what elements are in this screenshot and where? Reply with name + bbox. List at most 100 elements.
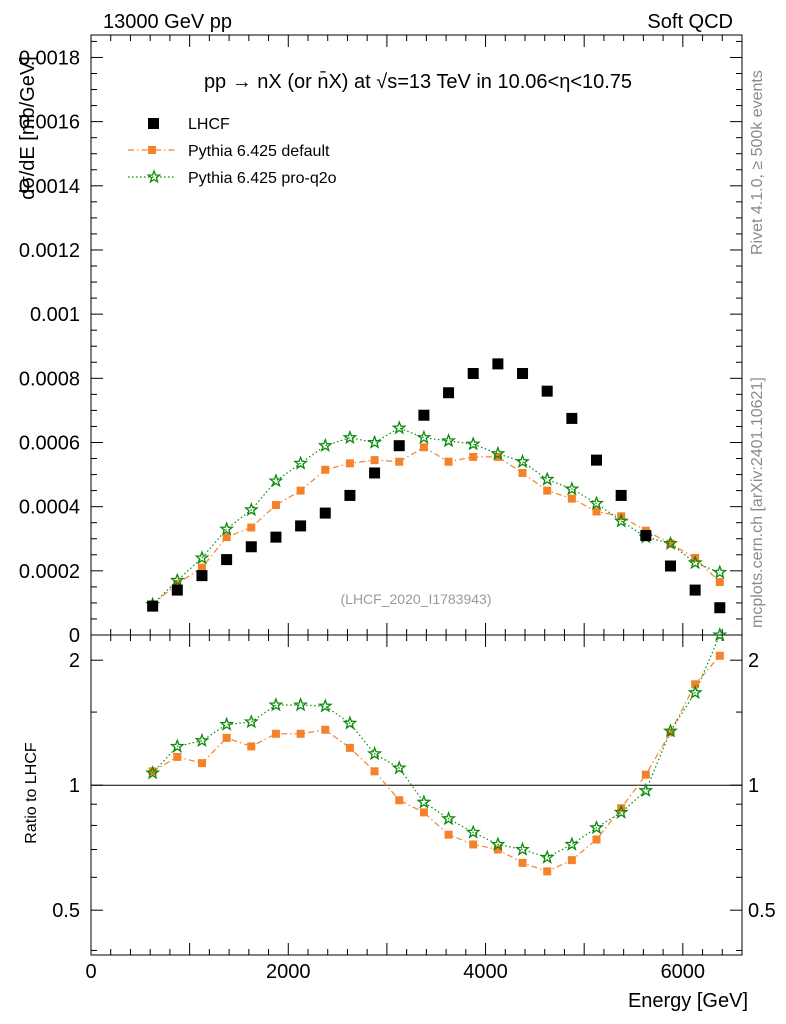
ratio-pythia-proq2o-point — [687, 684, 703, 700]
legend-star-shape — [146, 169, 162, 184]
ratio-pythia-proq2o-point — [490, 836, 506, 851]
main-lhcf-point — [566, 412, 578, 424]
x-tick-label: 0 — [85, 961, 96, 983]
x-tick-label: 6000 — [661, 961, 706, 983]
legend-marker-lhcf — [148, 118, 159, 129]
main-y-tick-label: 0.0002 — [19, 561, 80, 583]
main-pythia-proq2o-point — [367, 434, 383, 449]
ratio-pythia-proq2o-point — [663, 723, 678, 738]
main-lhcf-point — [369, 467, 381, 479]
main-y-axis: 0 0.0002 0.0004 0.0006 0.0008 0.001 0.0012 0.00… — [19, 40, 742, 647]
main-pythia-proq2o-point — [342, 429, 358, 444]
ratio-y-tick-label-right: 2 — [748, 650, 759, 672]
ratio-pythia-proq2o-point — [268, 697, 284, 712]
main-lhcf-point — [221, 554, 233, 566]
ratio-pythia-default-line — [152, 655, 721, 873]
main-y-tick-label: 0.0014 — [19, 176, 80, 198]
main-pythia-proq2o-point — [194, 550, 210, 565]
ratio-pythia-default-point — [321, 725, 330, 734]
main-pythia-proq2o-point — [416, 429, 432, 444]
legend-marker-default — [148, 146, 156, 154]
ratio-pythia-proq2o-point — [712, 627, 728, 642]
main-pythia-proq2o-point — [243, 502, 259, 517]
x-axis-label: Energy [GeV] — [628, 990, 748, 1012]
main-lhcf-point — [517, 368, 529, 380]
ratio-pythia-default-point — [419, 808, 428, 817]
ratio-y-axis-label: Ratio to LHCF — [23, 742, 40, 844]
main-y-tick-label: 0 — [69, 625, 80, 647]
main-pythia-default-point — [247, 523, 256, 532]
main-pythia-default-point — [518, 468, 527, 477]
main-lhcf-point — [492, 358, 504, 370]
ratio-pythia-proq2o-point — [219, 716, 235, 731]
main-pythia-default-point — [567, 494, 576, 503]
main-lhcf-point — [467, 368, 479, 380]
ratio-pythia-default-point — [444, 830, 453, 839]
main-y-tick-label: 0.0006 — [19, 432, 80, 454]
main-lhcf-point — [245, 541, 257, 553]
main-lhcf-point — [541, 385, 553, 397]
ratio-pythia-proq2o-point — [638, 782, 654, 798]
main-pythia-default-point — [271, 501, 280, 510]
main-pythia-proq2o-point — [712, 564, 728, 579]
main-lhcf-point — [196, 570, 208, 582]
main-lhcf-point — [147, 600, 159, 612]
main-y-tick-label: 0.0004 — [19, 497, 80, 519]
main-lhcf-point — [664, 560, 676, 572]
ratio-pythia-default-point — [592, 835, 601, 844]
legend-label-proq2o: Pythia 6.425 pro-q2o — [188, 170, 337, 187]
side-text-mcplots: mcplots.cern.ch [arXiv:2401.10621] — [749, 377, 766, 628]
main-lhcf-series — [147, 358, 726, 614]
main-pythia-default-point — [543, 486, 552, 495]
ratio-pythia-default-point — [271, 729, 280, 738]
ratio-pythia-proq2o-series — [145, 627, 728, 864]
main-y-tick-label: 0.0008 — [19, 368, 80, 390]
ratio-pythia-proq2o-point — [514, 841, 530, 856]
ratio-pythia-proq2o-point — [317, 698, 333, 713]
main-pythia-proq2o-series — [145, 420, 728, 611]
main-pythia-default-point — [345, 459, 354, 468]
legend-marker-proq2o — [146, 169, 162, 184]
ratio-pythia-default-point — [222, 733, 231, 742]
ratio-pythia-default-point — [370, 767, 379, 776]
ratio-pythia-proq2o-point — [441, 810, 457, 826]
main-pythia-default-point — [469, 452, 478, 461]
main-lhcf-point — [319, 507, 331, 519]
ratio-y-tick-label-right: 1 — [748, 775, 759, 797]
ratio-pythia-default-point — [395, 796, 404, 805]
x-axis: 0 2000 4000 6000 — [85, 35, 743, 983]
main-y-tick-label: 0.0018 — [19, 47, 80, 69]
main-pythia-proq2o-point — [613, 513, 629, 528]
main-pythia-default-point — [444, 457, 453, 466]
main-lhcf-point — [344, 489, 356, 501]
ratio-pythia-proq2o-point — [589, 819, 604, 835]
ratio-pythia-default-point — [345, 743, 354, 752]
ratio-pythia-proq2o-point — [539, 849, 555, 864]
main-pythia-proq2o-point — [589, 495, 604, 510]
ratio-pythia-proq2o-point — [367, 745, 383, 761]
main-lhcf-point — [171, 584, 183, 596]
ratio-panel-frame — [90, 634, 743, 956]
main-pythia-default-point — [222, 533, 231, 542]
ratio-pythia-proq2o-point — [293, 697, 309, 712]
main-pythia-default-point — [715, 578, 724, 587]
main-pythia-default-point — [666, 539, 675, 548]
main-y-tick-label: 0.0016 — [19, 112, 80, 134]
main-pythia-default-point — [395, 457, 404, 466]
main-pythia-default-point — [296, 486, 305, 495]
main-pythia-default-point — [370, 456, 379, 465]
ratio-pythia-proq2o-point — [342, 715, 358, 730]
main-lhcf-point — [295, 520, 307, 532]
main-pythia-proq2o-point — [539, 471, 555, 486]
main-pythia-proq2o-point — [490, 445, 506, 461]
ratio-pythia-default-point — [691, 680, 700, 689]
main-pythia-proq2o-point — [465, 436, 481, 451]
ratio-pythia-proq2o-point — [169, 738, 185, 753]
main-pythia-default-point — [592, 507, 601, 516]
x-tick-label: 4000 — [463, 961, 508, 983]
main-pythia-proq2o-point — [514, 453, 530, 469]
main-lhcf-point — [393, 440, 405, 452]
ratio-pythia-default-point — [493, 845, 502, 854]
ratio-pythia-default-point — [197, 759, 206, 768]
